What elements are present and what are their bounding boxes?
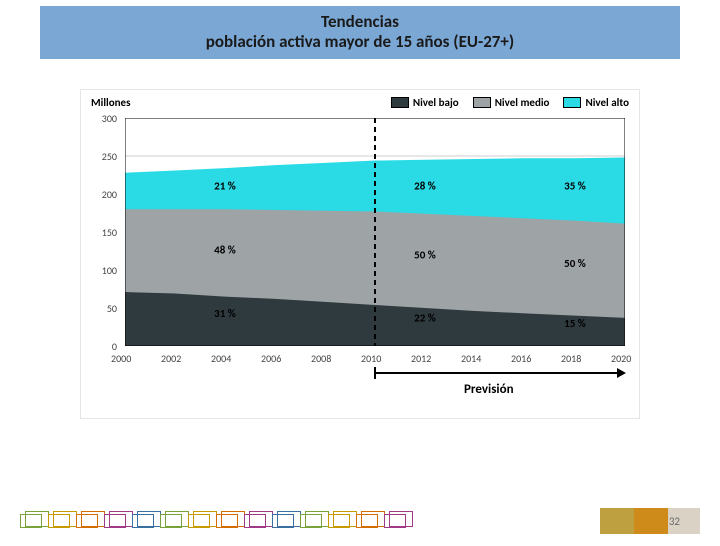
deco-item xyxy=(76,514,98,528)
y-tick: 300 xyxy=(87,112,117,125)
forecast-arrow-head xyxy=(617,368,626,378)
svg-text:31 %: 31 % xyxy=(214,307,236,320)
y-tick: 100 xyxy=(87,264,117,277)
chart-container: Millones Nivel bajo Nivel medio Nivel al… xyxy=(80,89,640,419)
y-axis-label: Millones xyxy=(91,96,130,109)
y-tick: 50 xyxy=(87,302,117,315)
deco-item xyxy=(104,514,126,528)
deco-item xyxy=(132,514,154,528)
x-tick: 2010 xyxy=(361,352,381,365)
x-tick: 2006 xyxy=(261,352,281,365)
title-line-1: Tendencias xyxy=(40,12,680,32)
deco-item xyxy=(244,514,266,528)
legend: Nivel bajo Nivel medio Nivel alto xyxy=(391,96,629,109)
deco-item xyxy=(160,514,182,528)
deco-item xyxy=(48,514,70,528)
legend-item-bajo: Nivel bajo xyxy=(391,96,459,109)
swatch-bajo xyxy=(391,97,409,108)
deco-item xyxy=(384,514,406,528)
svg-text:22 %: 22 % xyxy=(414,311,436,324)
y-tick: 250 xyxy=(87,150,117,163)
x-tick: 2018 xyxy=(561,352,581,365)
footer-decoration xyxy=(20,514,406,528)
svg-text:50 %: 50 % xyxy=(564,257,586,270)
swatch-alto xyxy=(563,97,581,108)
title-banner: Tendencias población activa mayor de 15 … xyxy=(40,6,680,59)
deco-item xyxy=(188,514,210,528)
swatch-medio xyxy=(473,97,491,108)
deco-item xyxy=(272,514,294,528)
svg-text:15 %: 15 % xyxy=(564,317,586,330)
y-tick: 150 xyxy=(87,226,117,239)
deco-item xyxy=(328,514,350,528)
svg-text:50 %: 50 % xyxy=(414,248,436,261)
government-badge xyxy=(600,508,700,534)
svg-text:21 %: 21 % xyxy=(214,179,236,192)
deco-item xyxy=(20,514,42,528)
deco-item xyxy=(300,514,322,528)
svg-text:35 %: 35 % xyxy=(564,179,586,192)
legend-item-medio: Nivel medio xyxy=(473,96,550,109)
legend-label-medio: Nivel medio xyxy=(495,96,550,109)
x-tick: 2014 xyxy=(461,352,481,365)
deco-item xyxy=(356,514,378,528)
legend-label-alto: Nivel alto xyxy=(585,96,629,109)
slide-number: 32 xyxy=(669,515,680,528)
y-tick: 0 xyxy=(87,340,117,353)
y-tick: 200 xyxy=(87,188,117,201)
x-tick: 2008 xyxy=(311,352,331,365)
x-tick: 2012 xyxy=(411,352,431,365)
x-tick: 2002 xyxy=(161,352,181,365)
svg-text:28 %: 28 % xyxy=(414,179,436,192)
x-tick: 2000 xyxy=(111,352,131,365)
legend-label-bajo: Nivel bajo xyxy=(413,96,459,109)
x-tick: 2020 xyxy=(611,352,631,365)
svg-text:48 %: 48 % xyxy=(214,243,236,256)
forecast-label: Previsión xyxy=(464,382,514,397)
x-tick: 2016 xyxy=(511,352,531,365)
legend-item-alto: Nivel alto xyxy=(563,96,629,109)
x-tick: 2004 xyxy=(211,352,231,365)
forecast-arrow-line xyxy=(375,372,617,374)
title-line-2: población activa mayor de 15 años (EU-27… xyxy=(40,32,680,52)
deco-item xyxy=(216,514,238,528)
area-chart: 21 % 28 % 35 % 48 % 50 % 50 % 31 % 22 % 15 % xyxy=(125,118,625,346)
